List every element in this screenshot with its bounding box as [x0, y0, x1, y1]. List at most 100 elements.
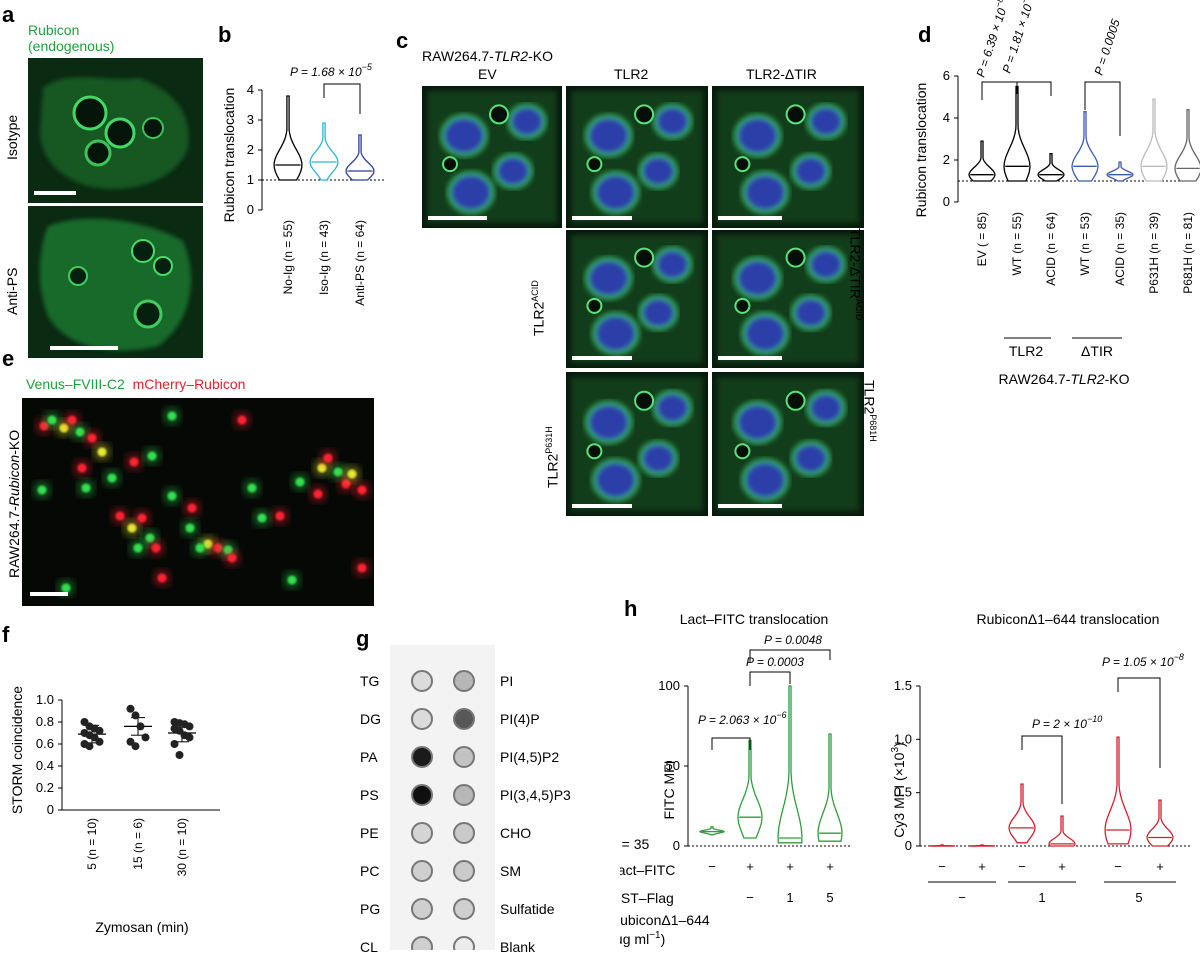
chart-h-right-group-label: 1: [1038, 890, 1045, 905]
panel-letter-g: g: [356, 626, 370, 651]
lipid-spot-PC: [411, 860, 433, 882]
chart-h-left-ytick-label: 100: [658, 678, 680, 693]
chart-b-ytick-label: 1: [247, 172, 254, 187]
dot: [167, 411, 177, 421]
panel-letter-e: e: [2, 346, 15, 371]
chart-f-ylabel: STORM coincidence: [9, 686, 25, 814]
chart-d-xtick-label: ACID (n = 64): [1044, 212, 1058, 286]
chart-d-xtick-label: ACID (n = 35): [1113, 212, 1127, 286]
chart-d-ytick-label: 6: [943, 68, 950, 83]
chart-h-right-row1-value: −: [1114, 859, 1122, 874]
lipid-label-right: PI: [500, 673, 514, 689]
chart-h-left-bracket-3: [749, 649, 831, 662]
chart-d-ytick-label: 0: [943, 194, 950, 209]
micrograph-ev: [422, 86, 562, 228]
chart-h-left-pvalue: P = 0.0048: [764, 633, 822, 647]
chart-h-right-row1-value: −: [938, 859, 946, 874]
panel-c-header: RAW264.7-TLR2-KO: [422, 48, 553, 64]
chart-d-footer: RAW264.7-TLR2-KO: [999, 371, 1130, 387]
chart-f-point: [95, 737, 104, 746]
chart-d-bracket-2: [1016, 81, 1052, 96]
chart-h-left-ytick-label: 0: [673, 838, 680, 853]
chart-h-right-violin: [1146, 799, 1174, 847]
chart-b-pvalue: P = 1.68 × 10−5: [290, 62, 373, 79]
chart-h-left-violin: [698, 826, 726, 836]
chart-f-point: [131, 711, 140, 720]
dot: [167, 491, 177, 501]
lipid-spot-TG: [411, 670, 433, 692]
lipid-label-right: Blank: [500, 939, 536, 955]
chart-h-right-violin: [1008, 783, 1036, 844]
micrograph-isotype: [28, 58, 203, 203]
micrograph-tlr2-acid: [566, 230, 708, 368]
dot: [127, 523, 137, 533]
dot: [257, 513, 267, 523]
chart-f-xtick-label: 5 (n = 10): [85, 818, 99, 870]
dot: [333, 467, 343, 477]
chart-b-ytick-label: 4: [247, 82, 254, 97]
chart-b-violin: [273, 95, 303, 181]
lipid-spot-CHO: [453, 822, 475, 844]
dot: [187, 503, 197, 513]
chart-f-point: [131, 742, 140, 751]
chart-b-violin: [309, 122, 339, 181]
chart-h-right-group-label: −: [958, 890, 966, 905]
micrograph-anti-ps: [28, 206, 203, 358]
lipid-spot-PG: [411, 898, 433, 920]
lipid-label-right: PI(4,5)P2: [500, 749, 560, 765]
chart-f-point: [136, 722, 145, 731]
chart-d-bracket-1: [981, 81, 1018, 100]
chart-h-row4: (μg ml−1): [620, 930, 665, 947]
chart-d-group-tlr2: TLR2: [1009, 343, 1043, 359]
chart-d-xtick-label: EV ( = 85): [975, 212, 989, 266]
chart-h-right-bracket-1: [1021, 735, 1063, 804]
lipid-label-right: Sulfatide: [500, 901, 555, 917]
chart-f-point: [185, 722, 194, 731]
panel-letter-h: h: [624, 596, 638, 621]
dot: [313, 489, 323, 499]
chart-b-violin: [345, 134, 375, 181]
dot: [157, 573, 167, 583]
col-label-tlr2: TLR2: [614, 66, 649, 82]
chart-f-ytick-label: 0: [47, 802, 54, 817]
chart-h-left-bracket-1: [711, 737, 751, 750]
chart-b-ytick-label: 3: [247, 112, 254, 127]
chart-f-ytick-label: 0.8: [36, 714, 54, 729]
chart-h-right-ytick-label: 0: [905, 838, 912, 853]
dot: [357, 563, 367, 573]
row-label-anti-ps: Anti-PS: [4, 267, 20, 315]
row-label-isotype: Isotype: [4, 114, 20, 160]
chart-d-group-dtir: ΔTIR: [1081, 343, 1113, 359]
micrograph-e: [22, 398, 374, 606]
lipid-label-left: PE: [360, 825, 379, 841]
chart-d-violin: [1071, 111, 1099, 182]
chart-f-ytick-label: 0.2: [36, 780, 54, 795]
chart-d-ylabel: Rubicon translocation: [913, 83, 929, 218]
chart-d-xtick-label: P681H (n = 81): [1181, 212, 1195, 294]
dot: [295, 477, 305, 487]
chart-h-right-ytick-label: 1.5: [894, 678, 912, 693]
chart-f-point: [95, 726, 104, 735]
lipid-label-left: PC: [360, 863, 380, 879]
dot: [247, 483, 257, 493]
chart-b-ytick-label: 0: [247, 202, 254, 217]
micrograph-tlr2-dtir: [712, 86, 864, 228]
dot: [287, 575, 297, 585]
lipid-spot-PA: [411, 746, 433, 768]
dot: [237, 415, 247, 425]
chart-h-row3: RubiconΔ1–644: [620, 912, 710, 928]
lipid-spot-Blank: [453, 936, 475, 955]
micrograph-tlr2: [566, 86, 708, 228]
label-tlr2-dtir-acid: TLR2-ΔTIRACID: [847, 228, 864, 321]
dot: [67, 415, 77, 425]
chart-f-point: [141, 733, 150, 742]
dot: [129, 457, 139, 467]
chart-h-row2: GST–Flag: [620, 890, 674, 906]
panel-letter-b: b: [218, 22, 232, 47]
dot: [61, 583, 71, 593]
dot: [47, 415, 57, 425]
chart-h-right-ylabel: Cy3 MFI (×103): [890, 742, 907, 837]
lipid-label-left: CL: [360, 939, 378, 955]
micrograph-tlr2-p631h: [566, 372, 708, 516]
col-label-tlr2-dtir: TLR2-ΔTIR: [746, 66, 817, 82]
